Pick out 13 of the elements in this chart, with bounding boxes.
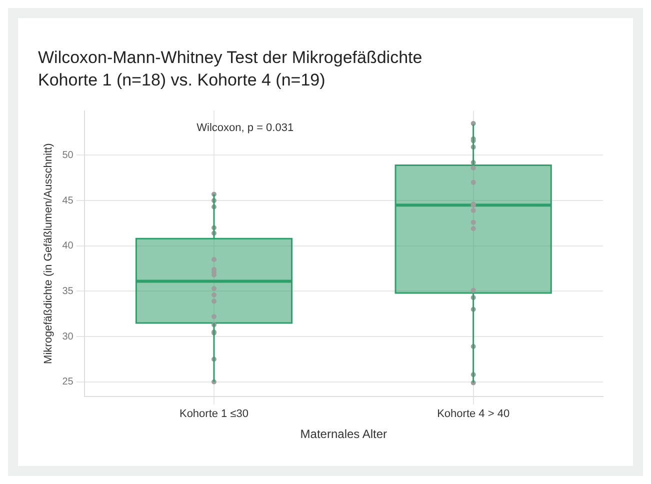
y-tick-label: 40 — [62, 240, 74, 252]
y-tick-label: 25 — [62, 376, 74, 388]
y-axis-title: Mikrogefäßdichte (in Gefäßlumen/Ausschnitt) — [42, 143, 55, 364]
annotation: Wilcoxon, p = 0.031 — [196, 122, 294, 134]
x-axis-title: Maternales Alter — [300, 427, 388, 442]
y-tick-label: 45 — [62, 195, 74, 206]
x-tick-label: Kohorte 4 > 40 — [437, 408, 510, 420]
x-tick-label: Kohorte 1 ≤30 — [179, 408, 249, 420]
chart-title: Wilcoxon-Mann-Whitney Test der Mikrogefäßdichte — [38, 48, 422, 67]
y-tick-label: 30 — [62, 331, 74, 342]
chart-subtitle: Kohorte 1 (n=18) vs. Kohorte 4 (n=19) — [38, 70, 326, 90]
y-tick-label: 35 — [62, 286, 74, 297]
y-tick-label: 50 — [62, 150, 74, 161]
